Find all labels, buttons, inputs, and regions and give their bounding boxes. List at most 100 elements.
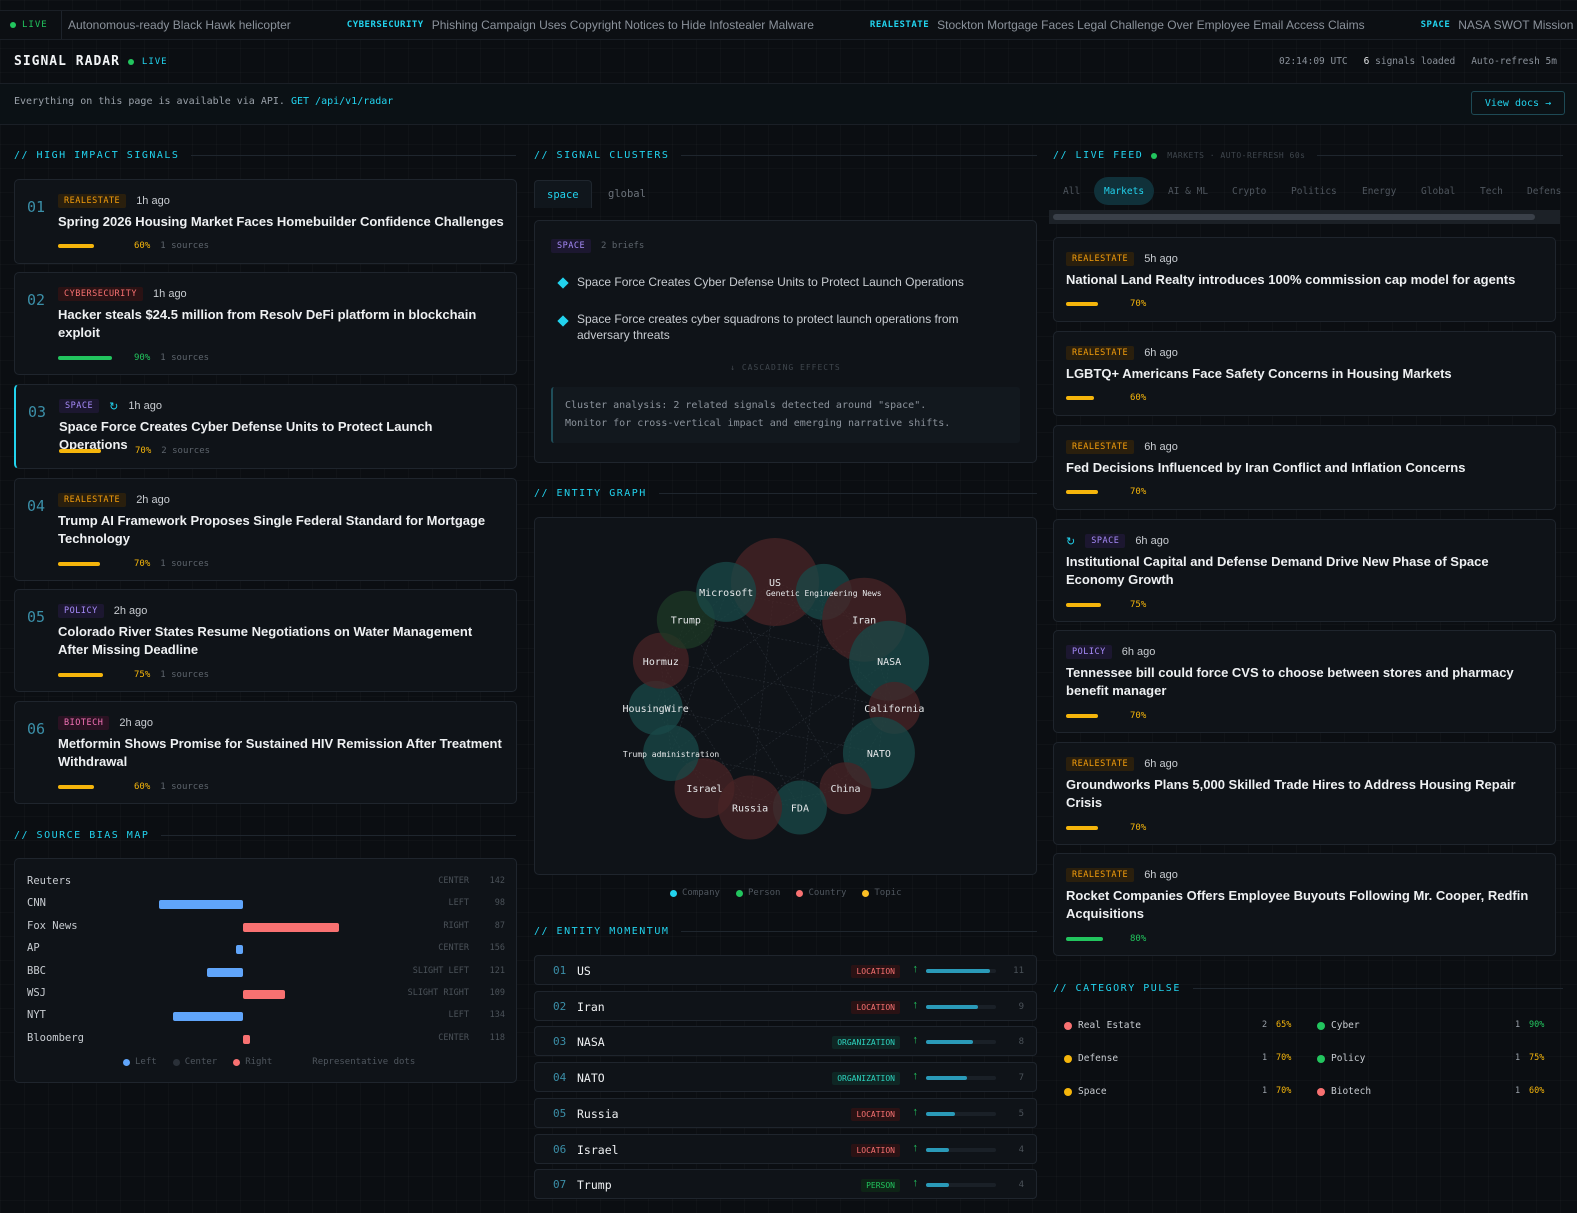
feed-title[interactable]: Fed Decisions Influenced by Iran Conflic… (1066, 460, 1466, 475)
momentum-track (926, 1183, 996, 1188)
feed-tab-markets[interactable]: Markets (1094, 177, 1155, 205)
feed-card[interactable]: ↻ SPACE 6h ago Institutional Capital and De… (1053, 519, 1556, 622)
feed-card[interactable]: REALESTATE 5h ago National Land Realty int… (1053, 237, 1556, 322)
signal-title[interactable]: Trump AI Framework Proposes Single Feder… (58, 513, 486, 546)
graph-node[interactable] (819, 762, 872, 815)
cluster-analysis: Cluster analysis: 2 related signals dete… (551, 387, 1020, 443)
article-count: 98 (494, 898, 505, 909)
graph-legend-label: Company (682, 888, 720, 898)
pulse-percent: 70% (1276, 1086, 1292, 1096)
signal-title[interactable]: Colorado River States Resume Negotiation… (58, 624, 473, 657)
article-count: 156 (489, 943, 505, 954)
view-docs-button[interactable]: View docs → (1471, 91, 1565, 115)
graph-node-label: US (769, 578, 781, 589)
feed-title[interactable]: Groundworks Plans 5,000 Skilled Trade Hi… (1066, 777, 1516, 810)
feed-tab-energy[interactable]: Energy (1362, 185, 1397, 197)
pulse-item[interactable]: Space 1 70% (1064, 1085, 1304, 1099)
cluster-brief[interactable]: Space Force creates cyber squadrons to p… (577, 312, 959, 342)
feed-title[interactable]: National Land Realty introduces 100% com… (1066, 272, 1516, 287)
signal-title[interactable]: Spring 2026 Housing Market Faces Homebui… (58, 214, 504, 229)
feed-card[interactable]: REALESTATE 6h ago Groundworks Plans 5,000 … (1053, 742, 1556, 845)
ticker-item[interactable]: SPACE NASA SWOT Mission Reveals (1421, 18, 1577, 32)
signal-title[interactable]: Space Force Creates Cyber Defense Units … (59, 419, 433, 452)
signal-card[interactable]: 05 POLICY 2h ago Colorado River States Resu… (14, 589, 517, 692)
feed-card[interactable]: REALESTATE 6h ago LGBTQ+ Americans Face Sa… (1053, 331, 1556, 416)
scrollbar-thumb[interactable] (1053, 214, 1535, 220)
graph-node[interactable] (849, 620, 930, 701)
feed-tab-tech[interactable]: Tech (1480, 185, 1503, 197)
outlet-name: Fox News (27, 919, 78, 932)
feed-title[interactable]: LGBTQ+ Americans Face Safety Concerns in… (1066, 366, 1452, 381)
bias-row: Fox News RIGHT 87 (27, 920, 505, 934)
signal-card[interactable]: 04 REALESTATE 2h ago Trump AI Framework Pro… (14, 478, 517, 581)
ticker-item[interactable]: REALESTATE Stockton Mortgage Faces Legal … (870, 18, 1365, 32)
app-header: SIGNAL RADAR LIVE 02:14:09 UTC 6 signals… (0, 39, 1577, 84)
feed-live-dot-icon (1151, 152, 1158, 159)
graph-node-label: Genetic Engineering News (766, 589, 882, 598)
pulse-item[interactable]: Defense 1 70% (1064, 1052, 1304, 1066)
momentum-row[interactable]: 03 NASA ORGANIZATION ↑ 8 (534, 1026, 1037, 1057)
graph-node[interactable] (643, 725, 700, 781)
graph-node[interactable] (632, 632, 689, 689)
momentum-fill (926, 1076, 967, 1081)
feed-title[interactable]: Rocket Companies Offers Employee Buyouts… (1066, 888, 1529, 921)
momentum-row[interactable]: 02 Iran LOCATION ↑ 9 (534, 990, 1037, 1021)
feed-tab-crypto[interactable]: Crypto (1232, 185, 1267, 197)
signal-card[interactable]: 06 BIOTECH 2h ago Metformin Shows Promise f… (14, 701, 517, 804)
signal-time: 2h ago (119, 717, 153, 729)
momentum-row[interactable]: 05 Russia LOCATION ↑ 5 (534, 1097, 1037, 1128)
pulse-item[interactable]: Cyber 1 90% (1317, 1019, 1557, 1033)
feed-tab-global[interactable]: Global (1421, 185, 1456, 197)
bias-lean: LEFT (448, 1010, 469, 1021)
momentum-row[interactable]: 04 NATO ORGANIZATION ↑ 7 (534, 1062, 1037, 1093)
category-dot-icon (1064, 1088, 1072, 1096)
pulse-item[interactable]: Real Estate 2 65% (1064, 1019, 1304, 1033)
momentum-score: 8 (1018, 1037, 1024, 1048)
article-count: 118 (489, 1032, 505, 1043)
feed-score-row: 70% (1066, 487, 1146, 497)
signal-card[interactable]: 02 CYBERSECURITY 1h ago Hacker steals $24.5… (14, 272, 517, 375)
feed-card[interactable]: REALESTATE 6h ago Rocket Companies Offers … (1053, 853, 1556, 956)
pulse-item[interactable]: Biotech 1 60% (1317, 1085, 1557, 1099)
momentum-row[interactable]: 07 Trump PERSON ↑ 4 (534, 1169, 1037, 1200)
feed-time: 6h ago (1121, 646, 1156, 658)
signal-title[interactable]: Hacker steals $24.5 million from Resolv … (58, 307, 477, 340)
feed-card[interactable]: REALESTATE 6h ago Fed Decisions Influenced… (1053, 425, 1556, 510)
momentum-row[interactable]: 01 US LOCATION ↑ 11 (534, 955, 1037, 985)
feed-title[interactable]: Institutional Capital and Defense Demand… (1066, 554, 1489, 587)
graph-node-label: NASA (877, 657, 901, 668)
signal-card[interactable]: 01 REALESTATE 1h ago Spring 2026 Housing Ma… (14, 179, 517, 264)
feed-tabs-scrollbar[interactable] (1049, 210, 1560, 224)
clusters-header: // SIGNAL CLUSTERS (534, 150, 1037, 161)
bias-row: Reuters CENTER 142 (27, 875, 505, 889)
ticker-item[interactable]: Autonomous-ready Black Hawk helicopter (68, 18, 291, 32)
signal-rank: 01 (27, 198, 46, 216)
pulse-item[interactable]: Policy 1 75% (1317, 1052, 1557, 1066)
signal-card[interactable]: 03 SPACE ↻ 1h ago Space Force Creates Cyber … (14, 384, 517, 469)
category-badge: BIOTECH (58, 716, 110, 730)
momentum-fill (926, 1004, 979, 1009)
entity-graph-title: // ENTITY GRAPH (534, 488, 647, 499)
feed-card[interactable]: POLICY 6h ago Tennessee bill could force C… (1053, 630, 1556, 733)
cluster-brief[interactable]: Space Force Creates Cyber Defense Units … (577, 275, 964, 289)
feed-title[interactable]: Tennessee bill could force CVS to choose… (1066, 665, 1514, 698)
graph-node[interactable] (696, 561, 757, 622)
legend-center-label: Center (184, 1057, 218, 1067)
feed-tab-all[interactable]: All (1063, 185, 1081, 197)
graph-node[interactable] (772, 780, 827, 835)
feed-tab-defens[interactable]: Defens (1527, 185, 1562, 197)
feed-tab-ai-ml[interactable]: AI & ML (1168, 185, 1209, 197)
ticker-item[interactable]: CYBERSECURITY Phishing Campaign Uses Copy… (347, 18, 814, 32)
cluster-tab-space[interactable]: space (534, 180, 592, 208)
momentum-row[interactable]: 06 Israel LOCATION ↑ 4 (534, 1133, 1037, 1164)
momentum-fill (926, 1040, 973, 1045)
feed-tab-politics[interactable]: Politics (1291, 185, 1337, 197)
feed-score-row: 80% (1066, 934, 1146, 944)
graph-node[interactable] (628, 680, 683, 735)
outlet-name: AP (27, 942, 40, 955)
cluster-tab-global[interactable]: global (608, 188, 646, 200)
signal-title[interactable]: Metformin Shows Promise for Sustained HI… (58, 736, 502, 769)
feed-score-row: 75% (1066, 600, 1146, 610)
api-endpoint[interactable]: GET /api/v1/radar (290, 96, 394, 107)
